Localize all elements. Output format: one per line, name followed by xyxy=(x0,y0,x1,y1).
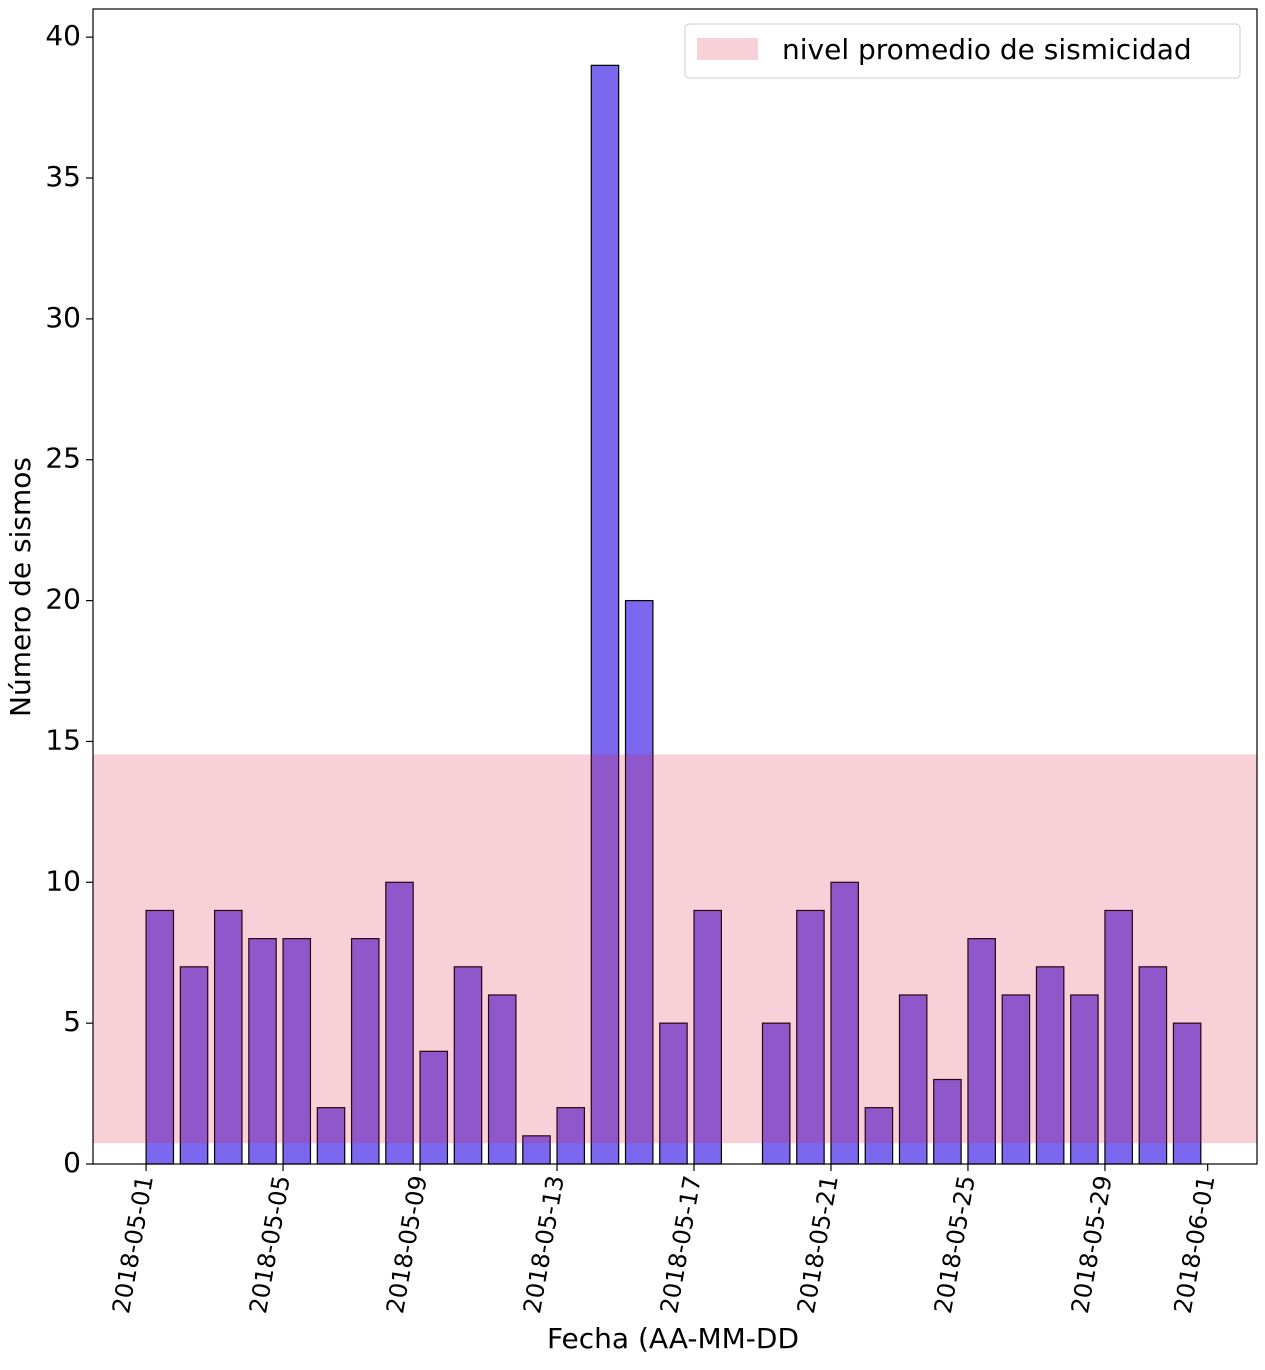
bar xyxy=(453,966,483,1165)
bar xyxy=(248,938,277,1165)
bar xyxy=(967,938,996,1165)
x-tick-label: 2018-05-13 xyxy=(518,1173,570,1315)
bar xyxy=(659,1022,688,1165)
bar xyxy=(1172,1022,1202,1165)
legend-swatch xyxy=(697,38,758,60)
bar xyxy=(1104,909,1133,1165)
bar xyxy=(145,909,175,1165)
bar xyxy=(693,909,722,1165)
legend-box xyxy=(684,23,1241,79)
bar xyxy=(898,994,928,1165)
bar xyxy=(864,1107,894,1165)
x-tick-label: 2018-05-21 xyxy=(792,1173,844,1315)
y-tick-label: 5 xyxy=(63,1005,81,1038)
bar xyxy=(1035,966,1065,1165)
y-tick-label: 10 xyxy=(45,864,81,897)
x-tick-label: 2018-05-17 xyxy=(655,1173,707,1315)
bar xyxy=(761,1022,791,1165)
bar xyxy=(385,881,414,1165)
x-tick-label: 2018-05-29 xyxy=(1066,1173,1118,1315)
y-axis-label: Número de sismos xyxy=(4,457,37,717)
x-tick-label: 2018-05-25 xyxy=(929,1173,981,1315)
band xyxy=(93,754,1257,1144)
bar xyxy=(179,966,209,1165)
bar xyxy=(933,1078,962,1165)
y-tick-label: 25 xyxy=(45,442,81,475)
bar xyxy=(1070,994,1099,1165)
bar xyxy=(590,64,620,1165)
y-tick-label: 35 xyxy=(45,160,81,193)
y-tick-label: 30 xyxy=(45,301,81,334)
bar xyxy=(316,1107,346,1165)
y-tick-label: 20 xyxy=(45,583,81,616)
y-tick-label: 0 xyxy=(63,1146,81,1179)
y-tick-label: 15 xyxy=(45,723,81,756)
x-tick-label: 2018-06-01 xyxy=(1169,1173,1221,1315)
plot-frame xyxy=(92,8,1258,1165)
x-tick-label: 2018-05-05 xyxy=(244,1173,296,1315)
bar xyxy=(522,1135,551,1165)
bar xyxy=(796,909,825,1165)
y-tick-label: 40 xyxy=(45,19,81,52)
legend-label: nivel promedio de sismicidad xyxy=(782,33,1192,66)
bar xyxy=(487,994,517,1165)
x-tick-label: 2018-05-09 xyxy=(381,1173,433,1315)
x-tick-label: 2018-05-01 xyxy=(107,1173,159,1315)
bar xyxy=(1138,966,1168,1165)
bar xyxy=(830,881,859,1165)
x-axis-label: Fecha (AA-MM-DD xyxy=(547,1322,799,1355)
